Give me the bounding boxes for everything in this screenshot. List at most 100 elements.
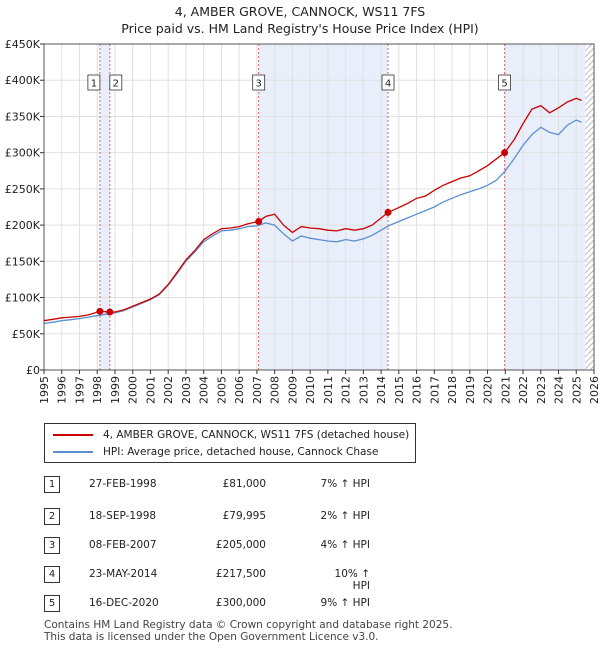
sale-label-box: 2 [109, 74, 123, 91]
sale-row: 2 18-SEP-1998 £79,995 2% ↑ HPI [44, 507, 564, 527]
sale-hpi-change: 2% ↑ HPI [320, 510, 370, 522]
sale-number: 5 [44, 595, 60, 612]
x-tick-label: 2012 [340, 376, 353, 404]
y-tick-label: £200K [5, 219, 41, 232]
x-tick-label: 1998 [91, 376, 104, 404]
property-price-line [44, 97, 582, 322]
legend-label-hpi: HPI: Average price, detached house, Cann… [103, 446, 379, 458]
x-tick-label: 2025 [570, 376, 583, 404]
sale-point [96, 307, 104, 315]
x-tick-label: 1997 [73, 376, 86, 404]
sale-label-box: 4 [381, 74, 395, 91]
x-tick-label: 2000 [127, 376, 140, 404]
sale-row: 1 27-FEB-1998 £81,000 7% ↑ HPI [44, 475, 564, 495]
sale-price: £79,995 [222, 510, 266, 522]
x-tick-label: 2002 [162, 376, 175, 404]
x-tick-label: 2010 [304, 376, 317, 404]
x-tick-label: 2021 [499, 376, 512, 404]
x-tick-label: 2005 [215, 376, 228, 404]
x-tick-label: 2022 [517, 376, 530, 404]
sale-price: £81,000 [222, 478, 266, 490]
future-hatch [585, 44, 594, 370]
shaded-period [99, 44, 110, 370]
sale-number: 2 [44, 508, 60, 525]
sale-label-text: 4 [385, 79, 391, 90]
sale-row: 4 23-MAY-2014 £217,500 10% ↑ HPI [44, 565, 564, 592]
sale-hpi-change: 9% ↑ HPI [320, 597, 370, 609]
y-tick-label: £400K [5, 74, 41, 87]
x-tick-label: 2003 [180, 376, 193, 404]
x-tick-label: 2001 [144, 376, 157, 404]
x-tick-label: 1996 [56, 376, 69, 404]
x-tick-label: 2024 [553, 376, 566, 404]
sale-label-frame [252, 74, 266, 91]
x-tick-label: 1999 [109, 376, 122, 404]
plot-frame [43, 43, 595, 371]
x-tick-label: 2019 [464, 376, 477, 404]
price-chart: 1 2 3 4 5 £0 £50K £100K £150K £200K £250K £300K £35… [5, 38, 600, 404]
sale-date: 08-FEB-2007 [89, 539, 157, 551]
sale-label-frame [109, 74, 123, 91]
chart-title: 4, AMBER GROVE, CANNOCK, WS11 7FS [174, 4, 426, 19]
sale-row: 3 08-FEB-2007 £205,000 4% ↑ HPI [44, 536, 564, 556]
x-tick-label: 2004 [198, 376, 211, 404]
sale-price: £300,000 [215, 597, 266, 609]
y-tick-label: £150K [5, 255, 41, 268]
sale-number: 1 [44, 476, 60, 493]
x-tick-label: 2014 [375, 376, 388, 404]
sale-label-frame [381, 74, 395, 91]
hpi-line [44, 119, 582, 325]
x-tick-label: 2013 [357, 376, 370, 404]
sale-number: 3 [44, 537, 60, 554]
y-tick-label: £350K [5, 110, 41, 123]
legend-swatch-hpi [53, 451, 93, 453]
sale-point [255, 217, 263, 225]
sale-hpi-change: 4% ↑ HPI [320, 539, 370, 551]
y-tick-label: £250K [5, 183, 41, 196]
y-tick-label: £50K [12, 328, 41, 341]
legend-item-hpi: HPI: Average price, detached house, Cann… [53, 444, 378, 460]
x-tick-label: 2006 [233, 376, 246, 404]
x-tick-label: 2026 [588, 376, 600, 404]
x-tick-label: 2020 [482, 376, 495, 404]
sale-hpi-change: 7% ↑ HPI [320, 478, 370, 490]
shaded-period [504, 44, 586, 370]
sale-price: £217,500 [215, 568, 266, 580]
x-tick-label: 2009 [286, 376, 299, 404]
footer-copyright: Contains HM Land Registry data © Crown c… [44, 619, 453, 631]
y-tick-label: £0 [26, 364, 40, 377]
x-tick-label: 2016 [411, 376, 424, 404]
sale-label-frame [498, 74, 511, 91]
sale-date: 16-DEC-2020 [89, 597, 159, 609]
sale-date: 27-FEB-1998 [89, 478, 157, 490]
x-tick-label: 2007 [251, 376, 264, 404]
sale-number: 4 [44, 566, 60, 583]
legend-label-property: 4, AMBER GROVE, CANNOCK, WS11 7FS (detac… [103, 429, 410, 441]
x-tick-label: 2008 [269, 376, 282, 404]
sale-hpi-change: 10% ↑ HPI [334, 568, 370, 592]
sale-point [384, 208, 392, 216]
sale-label-text: 5 [501, 79, 507, 90]
sale-price: £205,000 [215, 539, 266, 551]
legend-swatch-property [53, 434, 93, 436]
sale-row: 5 16-DEC-2020 £300,000 9% ↑ HPI [44, 594, 564, 614]
sale-label-text: 3 [255, 79, 261, 90]
footer-licence: This data is licensed under the Open Gov… [44, 631, 379, 643]
x-tick-label: 2023 [535, 376, 548, 404]
sale-label-box: 1 [87, 74, 101, 91]
sale-label-box: 5 [498, 74, 511, 91]
legend: 4, AMBER GROVE, CANNOCK, WS11 7FS (detac… [44, 423, 416, 463]
legend-item-property: 4, AMBER GROVE, CANNOCK, WS11 7FS (detac… [53, 427, 409, 443]
y-tick-label: £100K [5, 292, 41, 305]
sale-label-text: 1 [91, 79, 97, 90]
x-tick-label: 2011 [322, 376, 335, 404]
sale-label-frame [87, 74, 101, 91]
x-tick-label: 2015 [393, 376, 406, 404]
shaded-period [258, 44, 389, 370]
y-tick-label: £450K [5, 38, 41, 51]
sale-point [501, 149, 509, 157]
sale-point [106, 308, 114, 316]
y-tick-label: £300K [5, 147, 41, 160]
x-tick-label: 1995 [38, 376, 51, 404]
